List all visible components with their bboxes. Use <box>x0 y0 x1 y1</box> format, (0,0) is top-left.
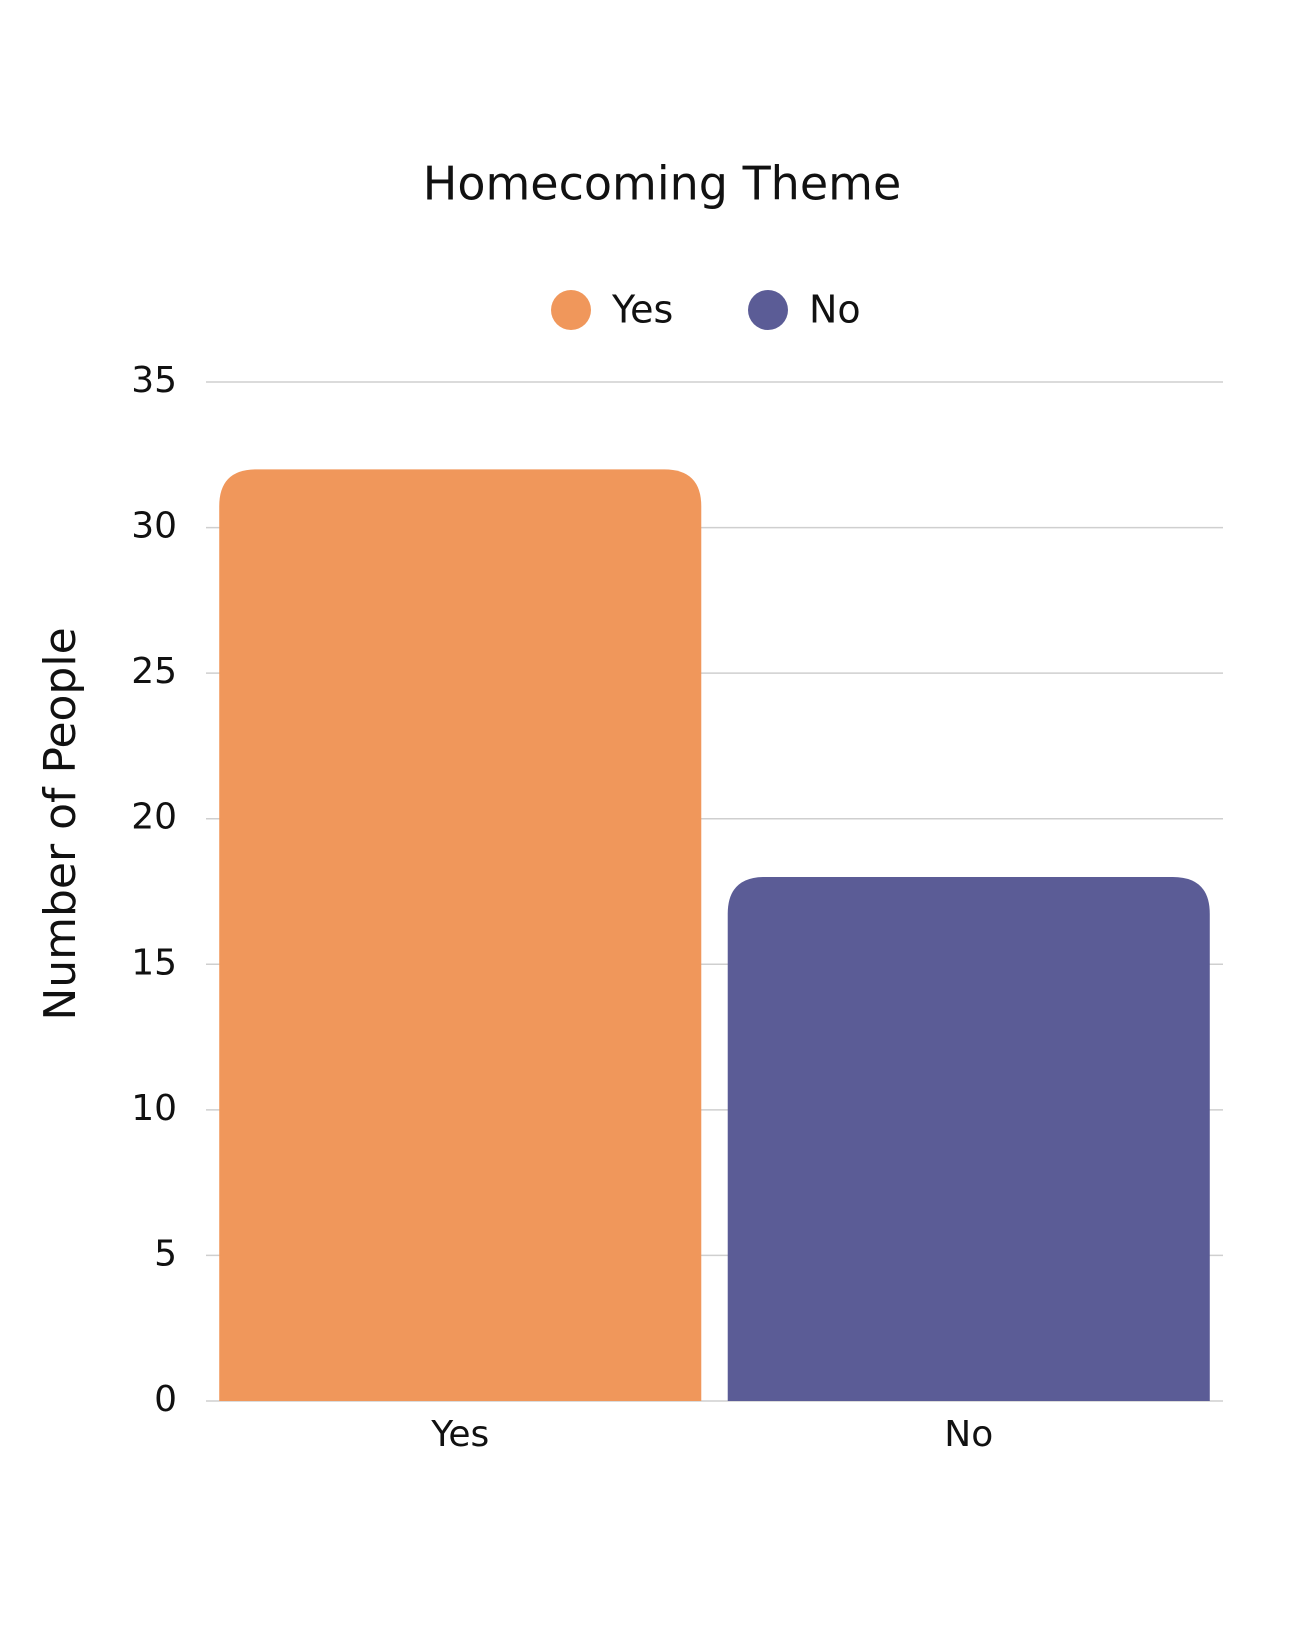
legend-swatch <box>551 290 591 330</box>
y-tick-label: 35 <box>131 360 177 401</box>
y-tick-label: 30 <box>131 506 177 547</box>
legend-label: Yes <box>611 288 673 332</box>
y-tick-label: 20 <box>131 797 177 838</box>
chart-title: Homecoming Theme <box>423 157 902 211</box>
legend-label: No <box>809 288 861 332</box>
legend-swatch <box>748 290 788 330</box>
y-tick-label: 15 <box>131 942 177 983</box>
bar <box>219 469 702 1401</box>
y-tick-label: 0 <box>154 1379 177 1420</box>
y-tick-label: 10 <box>131 1088 177 1129</box>
x-tick-label: No <box>944 1414 993 1455</box>
bar <box>727 876 1210 1401</box>
x-tick-label: Yes <box>430 1414 489 1455</box>
y-tick-label: 25 <box>131 651 177 692</box>
y-axis-label: Number of People <box>35 627 86 1020</box>
y-tick-label: 5 <box>154 1233 177 1274</box>
